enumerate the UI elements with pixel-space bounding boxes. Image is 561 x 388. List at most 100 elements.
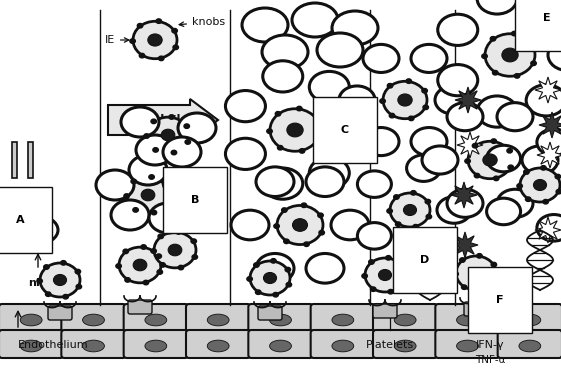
Ellipse shape xyxy=(502,48,518,62)
Ellipse shape xyxy=(169,115,174,119)
Ellipse shape xyxy=(390,193,430,227)
Ellipse shape xyxy=(369,260,374,264)
Ellipse shape xyxy=(141,245,146,249)
FancyBboxPatch shape xyxy=(123,304,188,332)
Ellipse shape xyxy=(379,270,392,281)
Polygon shape xyxy=(535,77,561,103)
Ellipse shape xyxy=(163,137,201,167)
Ellipse shape xyxy=(492,277,498,282)
Ellipse shape xyxy=(435,86,471,114)
FancyBboxPatch shape xyxy=(249,330,312,358)
Polygon shape xyxy=(535,217,561,243)
Ellipse shape xyxy=(145,340,167,352)
Ellipse shape xyxy=(507,149,512,153)
Ellipse shape xyxy=(151,249,157,253)
Ellipse shape xyxy=(317,33,363,67)
Ellipse shape xyxy=(330,114,370,146)
FancyBboxPatch shape xyxy=(373,304,397,318)
Ellipse shape xyxy=(154,232,196,268)
Ellipse shape xyxy=(530,42,535,47)
Ellipse shape xyxy=(388,289,393,294)
FancyBboxPatch shape xyxy=(186,304,250,332)
FancyBboxPatch shape xyxy=(311,330,375,358)
Polygon shape xyxy=(455,87,481,113)
Ellipse shape xyxy=(534,180,546,191)
Ellipse shape xyxy=(437,197,471,223)
FancyBboxPatch shape xyxy=(373,330,438,358)
Ellipse shape xyxy=(447,189,483,217)
Ellipse shape xyxy=(423,105,429,109)
Ellipse shape xyxy=(407,239,440,265)
Ellipse shape xyxy=(286,282,292,287)
Ellipse shape xyxy=(136,135,174,165)
FancyBboxPatch shape xyxy=(311,304,375,332)
Ellipse shape xyxy=(413,225,419,229)
Ellipse shape xyxy=(339,86,375,114)
Ellipse shape xyxy=(477,254,482,258)
Ellipse shape xyxy=(207,314,229,326)
Ellipse shape xyxy=(82,314,104,326)
Ellipse shape xyxy=(331,210,369,240)
Ellipse shape xyxy=(426,215,431,219)
FancyArrow shape xyxy=(108,99,218,141)
Ellipse shape xyxy=(156,254,162,258)
Ellipse shape xyxy=(96,170,134,200)
Ellipse shape xyxy=(75,269,81,274)
FancyBboxPatch shape xyxy=(435,304,500,332)
Ellipse shape xyxy=(191,239,196,243)
Ellipse shape xyxy=(459,258,465,262)
Ellipse shape xyxy=(300,149,305,153)
Text: IFN-γ: IFN-γ xyxy=(476,340,504,350)
Ellipse shape xyxy=(242,8,288,42)
Ellipse shape xyxy=(363,44,399,73)
Ellipse shape xyxy=(401,279,407,284)
Ellipse shape xyxy=(494,176,499,181)
FancyBboxPatch shape xyxy=(373,304,438,332)
Ellipse shape xyxy=(493,71,498,75)
Ellipse shape xyxy=(531,61,536,66)
Ellipse shape xyxy=(406,79,412,83)
Ellipse shape xyxy=(133,21,177,59)
Ellipse shape xyxy=(148,34,162,46)
Ellipse shape xyxy=(474,173,480,178)
Ellipse shape xyxy=(163,167,201,197)
Ellipse shape xyxy=(20,340,42,352)
Ellipse shape xyxy=(319,230,324,235)
FancyBboxPatch shape xyxy=(12,142,17,178)
Ellipse shape xyxy=(309,158,350,189)
Ellipse shape xyxy=(18,216,58,244)
Ellipse shape xyxy=(522,146,558,174)
FancyBboxPatch shape xyxy=(61,330,126,358)
Ellipse shape xyxy=(116,264,121,268)
Ellipse shape xyxy=(176,230,181,234)
Ellipse shape xyxy=(207,340,229,352)
Ellipse shape xyxy=(76,284,81,289)
Ellipse shape xyxy=(164,184,169,189)
Ellipse shape xyxy=(438,64,478,96)
Ellipse shape xyxy=(365,258,405,292)
Ellipse shape xyxy=(543,199,549,204)
Text: IE: IE xyxy=(105,35,129,45)
Ellipse shape xyxy=(267,129,272,133)
Ellipse shape xyxy=(555,174,560,179)
Ellipse shape xyxy=(389,113,395,118)
Ellipse shape xyxy=(411,44,447,73)
Ellipse shape xyxy=(226,90,265,122)
Ellipse shape xyxy=(304,242,309,246)
Ellipse shape xyxy=(394,314,416,326)
Ellipse shape xyxy=(278,146,283,150)
Ellipse shape xyxy=(151,119,157,124)
Ellipse shape xyxy=(141,189,155,201)
Ellipse shape xyxy=(161,129,175,141)
Ellipse shape xyxy=(263,168,303,199)
Text: F: F xyxy=(496,295,504,305)
Ellipse shape xyxy=(292,219,307,231)
Ellipse shape xyxy=(526,0,561,25)
Text: TNF-α: TNF-α xyxy=(475,355,505,365)
Ellipse shape xyxy=(301,203,307,208)
Ellipse shape xyxy=(37,279,43,283)
Ellipse shape xyxy=(40,263,80,297)
Text: CD36: CD36 xyxy=(402,230,450,282)
Ellipse shape xyxy=(133,259,147,271)
Ellipse shape xyxy=(20,314,42,326)
